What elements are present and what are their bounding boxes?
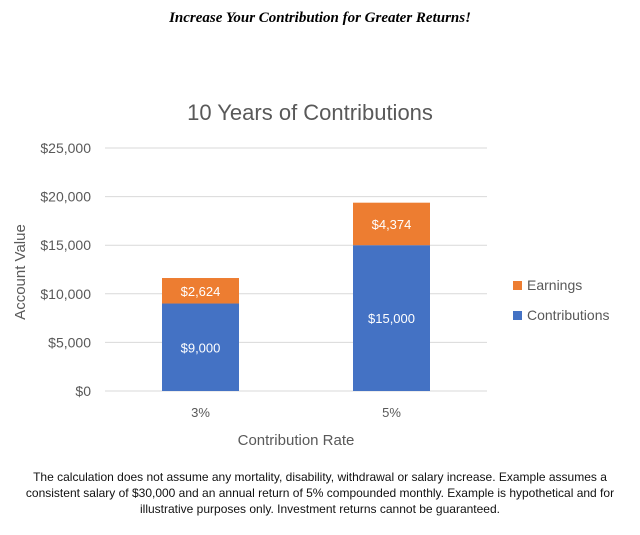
y-tick-label: $0: [75, 383, 91, 399]
legend-swatch: [513, 281, 522, 290]
y-tick-label: $5,000: [48, 334, 91, 350]
legend-label: Earnings: [527, 277, 582, 293]
legend-label: Contributions: [527, 307, 610, 323]
x-tick-label: 5%: [382, 405, 401, 420]
bar-segment-earnings: [353, 202, 430, 246]
x-tick-label: 3%: [191, 405, 210, 420]
bar-segment-earnings: [162, 278, 239, 304]
x-axis-title: Contribution Rate: [238, 432, 355, 449]
bars: $9,000 $2,624 $15,000 $4,374: [162, 202, 430, 391]
bar-data-label: $2,624: [181, 284, 221, 299]
page-headline: Increase Your Contribution for Greater R…: [169, 10, 471, 26]
y-tick-label: $20,000: [40, 189, 91, 205]
bar-segment-contributions: [162, 303, 239, 391]
x-axis-ticks: 3% 5%: [191, 405, 401, 420]
disclaimer-text: The calculation does not assume any mort…: [25, 470, 615, 516]
y-tick-label: $10,000: [40, 286, 91, 302]
bar-segment-contributions: [353, 245, 430, 391]
y-axis-ticks: $0 $5,000 $10,000 $15,000 $20,000 $25,000: [40, 140, 91, 399]
y-tick-label: $25,000: [40, 140, 91, 156]
y-axis-title: Account Value: [12, 224, 29, 320]
bar-data-label: $15,000: [368, 311, 415, 326]
stacked-bar-chart: 10 Years of Contributions $0 $5,000 $10,00…: [12, 100, 610, 449]
legend-swatch: [513, 311, 522, 320]
bar-data-label: $4,374: [372, 217, 412, 232]
legend: Earnings Contributions: [513, 277, 610, 323]
bar-data-label: $9,000: [181, 340, 221, 355]
y-tick-label: $15,000: [40, 237, 91, 253]
chart-title: 10 Years of Contributions: [187, 100, 433, 125]
